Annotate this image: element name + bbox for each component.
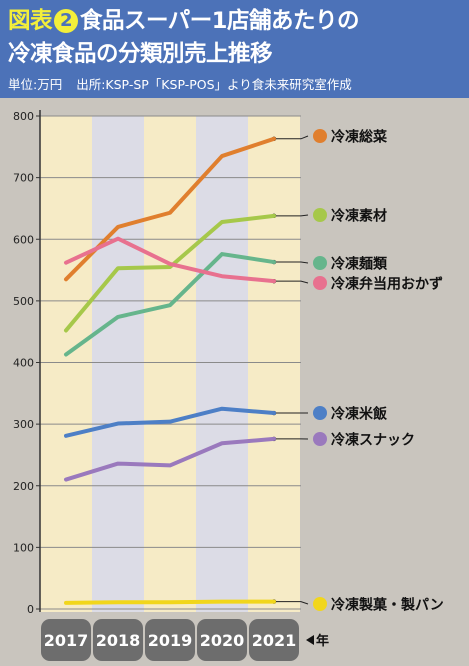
unit-label: 単位:万円 (8, 77, 63, 92)
year-bands (40, 116, 300, 612)
chart-title-text-1: 食品スーパー1店舗あたりの (80, 8, 359, 34)
series-line-4 (64, 406, 276, 438)
x-tick-label-2020: 2020 (200, 631, 245, 650)
x-tick-label-2021: 2021 (252, 631, 297, 650)
x-label-box-2018 (93, 619, 143, 661)
year-band-2019 (144, 116, 196, 612)
y-tick-label-400: 400 (13, 357, 34, 370)
x-label-box-2020 (197, 619, 247, 661)
y-tick-label-700: 700 (13, 172, 34, 185)
y-axis: 0 100 200 300 400 500 600 700 800 (13, 110, 41, 616)
legend-label-2: 冷凍麺類 (331, 256, 388, 273)
legend-label-4: 冷凍米飯 (331, 406, 388, 423)
leader-line-3 (274, 280, 309, 284)
y-tick-label-0: 0 (27, 603, 34, 616)
y-tick-label-600: 600 (13, 233, 34, 246)
legend-label-1: 冷凍素材 (331, 208, 387, 225)
leader-line-6 (274, 601, 309, 605)
series-line-1 (64, 213, 276, 333)
series-line-3 (64, 236, 276, 284)
year-band-2018 (92, 116, 144, 612)
year-band-2017 (40, 116, 92, 612)
legend-marker-4 (313, 406, 327, 420)
legend-label-6: 冷凍製菓・製パン (331, 597, 444, 614)
x-tick-label-2019: 2019 (148, 631, 193, 650)
figure-number-badge: 2 (54, 9, 79, 33)
series-line-2 (64, 252, 276, 357)
legend-marker-1 (313, 208, 327, 222)
x-axis-unit-label: 年 (316, 633, 329, 649)
series-line-0 (64, 136, 276, 282)
legend-marker-3 (313, 276, 327, 290)
legend-label-5: 冷凍スナック (331, 432, 415, 449)
x-tick-label-2018: 2018 (96, 631, 141, 650)
unit-and-source: 単位:万円 出所:KSP-SP「KSP-POS」より食未来研究室作成 (8, 74, 352, 93)
leader-line-2 (274, 261, 309, 264)
figure-header: 図表 2 食品スーパー1店舗あたりの 冷凍食品の分類別売上推移 単位:万円 出所:KS… (0, 0, 469, 98)
x-axis: 2017 2018 2019 2020 2021 年 (41, 619, 329, 661)
leader-line-0 (274, 135, 309, 140)
figure-label: 図表 (8, 8, 53, 34)
leader-line-1 (274, 214, 309, 217)
series-line-5 (64, 436, 276, 482)
x-axis-arrow-icon (306, 635, 314, 645)
legend-marker-5 (313, 432, 327, 446)
series-lines (64, 136, 276, 605)
legend-marker-2 (313, 256, 327, 270)
gridlines (40, 115, 301, 610)
legend-label-3: 冷凍弁当用おかず (331, 276, 443, 293)
x-tick-label-2017: 2017 (44, 631, 89, 650)
y-tick-label-800: 800 (13, 110, 34, 123)
x-label-box-2019 (145, 619, 195, 661)
legend-label-0: 冷凍総菜 (331, 129, 388, 146)
legend-marker-0 (313, 129, 327, 143)
legend-marker-6 (313, 597, 327, 611)
series-line-6 (64, 599, 276, 605)
chart-title-line-1: 図表 2 食品スーパー1店舗あたりの (8, 3, 359, 35)
chart-title-line-2: 冷凍食品の分類別売上推移 (8, 41, 273, 67)
y-tick-label-200: 200 (13, 480, 34, 493)
y-tick-label-100: 100 (13, 541, 34, 554)
y-tick-label-500: 500 (13, 295, 34, 308)
y-tick-label-300: 300 (13, 418, 34, 431)
year-band-2021 (248, 116, 300, 612)
year-band-2020 (196, 116, 248, 612)
x-label-box-2021 (249, 619, 299, 661)
source-label: 出所:KSP-SP「KSP-POS」より食未来研究室作成 (76, 77, 352, 92)
x-label-box-2017 (41, 619, 91, 661)
